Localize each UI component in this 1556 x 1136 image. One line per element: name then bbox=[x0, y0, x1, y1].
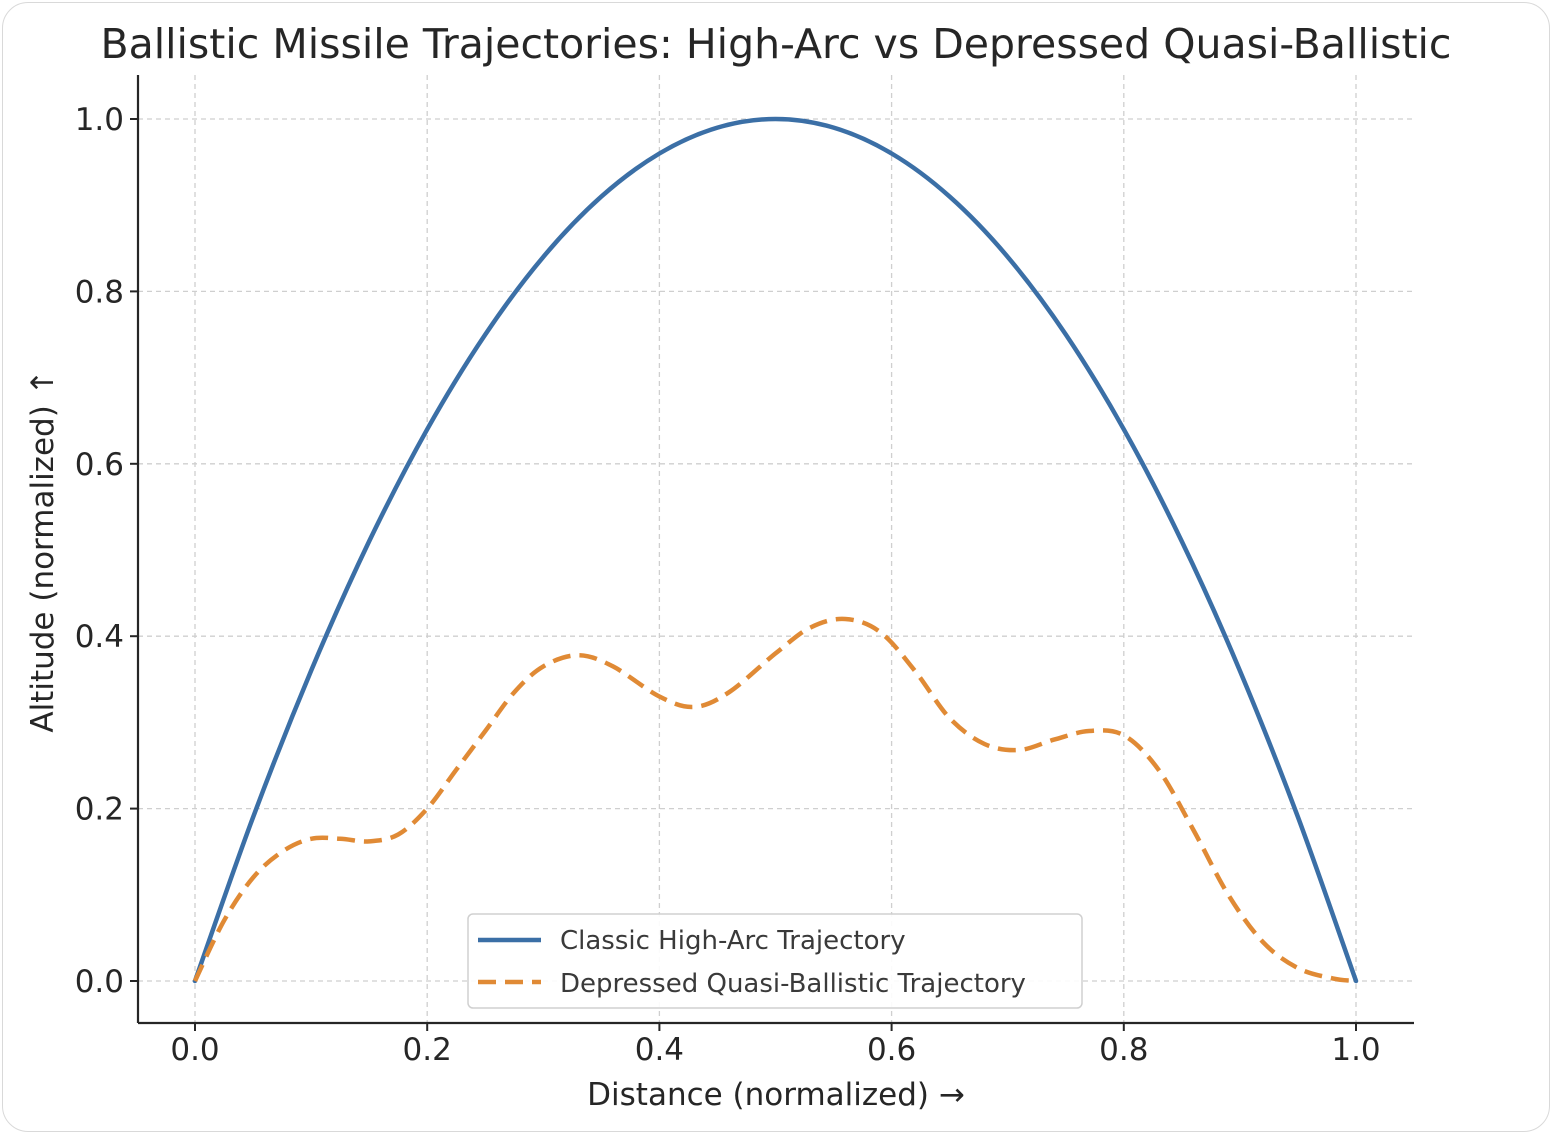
series-layer bbox=[192, 116, 1359, 984]
x-tick-label: 0.8 bbox=[1099, 1032, 1148, 1068]
x-axis-label: Distance (normalized) → bbox=[587, 1077, 965, 1113]
y-tick-label: 0.4 bbox=[75, 619, 124, 655]
y-tick-label: 0.6 bbox=[75, 447, 124, 483]
x-tick-label: 0.0 bbox=[170, 1032, 219, 1068]
legend-label-depressed: Depressed Quasi-Ballistic Trajectory bbox=[560, 969, 1026, 999]
x-tick-label: 0.6 bbox=[867, 1032, 916, 1068]
grid-layer bbox=[138, 75, 1414, 1023]
legend-label-high-arc: Classic High-Arc Trajectory bbox=[560, 926, 906, 956]
y-tick-label: 1.0 bbox=[75, 102, 124, 138]
chart-title: Ballistic Missile Trajectories: High-Arc… bbox=[101, 20, 1452, 68]
legend: Classic High-Arc Trajectory Depressed Qu… bbox=[467, 913, 1083, 1009]
x-tick-label: 0.2 bbox=[403, 1032, 452, 1068]
legend-box bbox=[467, 913, 1083, 1009]
y-axis-label: Altitude (normalized) ↑ bbox=[25, 369, 61, 732]
x-tick-label: 1.0 bbox=[1331, 1032, 1380, 1068]
y-tick-label: 0.8 bbox=[75, 274, 124, 310]
series-line-depressed bbox=[192, 616, 1357, 984]
x-tick-label: 0.4 bbox=[635, 1032, 684, 1068]
series-line-high-arc bbox=[192, 116, 1359, 984]
y-tick-label: 0.2 bbox=[75, 792, 124, 828]
tick-layer: 0.0 0.2 0.4 0.6 0.8 1.0 0.0 0.2 0.4 0.6 0.8 1.0 bbox=[75, 102, 1381, 1068]
y-tick-label: 0.0 bbox=[75, 964, 124, 1000]
